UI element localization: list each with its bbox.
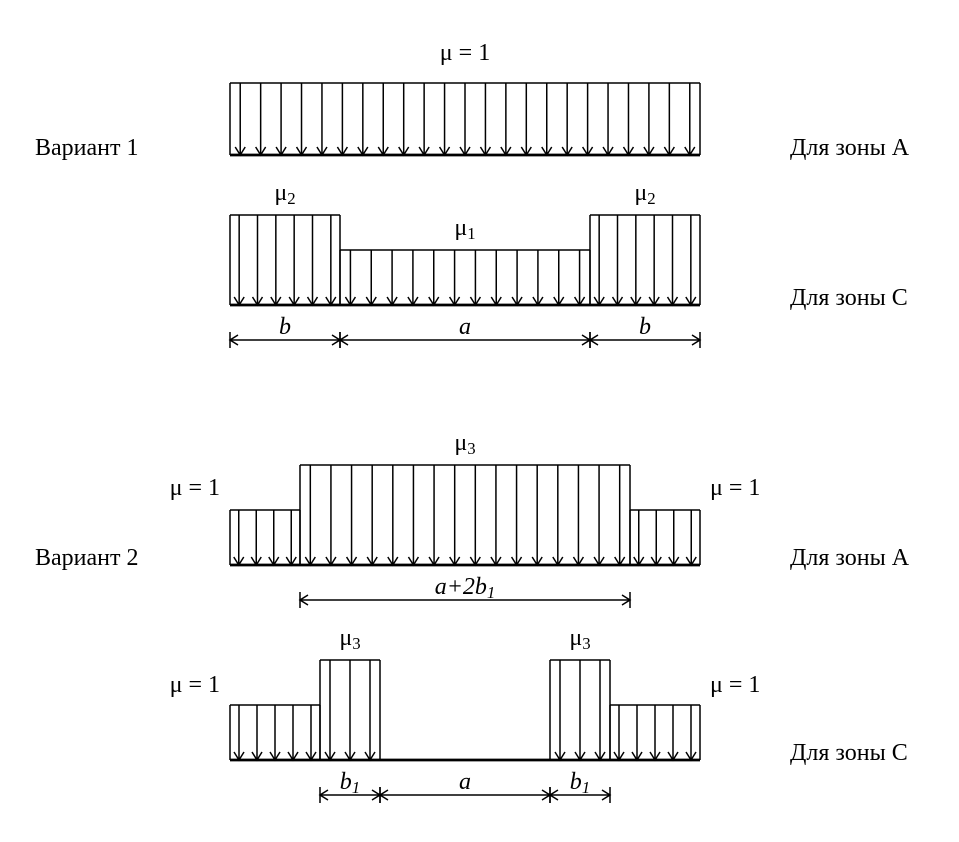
svg-text:Для зоны C: Для зоны C xyxy=(790,740,908,766)
svg-text:Для зоны A: Для зоны A xyxy=(790,545,910,571)
v2_zoneA: μ = 1 μ3 μ = 1 a+2b1 Для зоны A xyxy=(170,430,910,608)
svg-text:μ2: μ2 xyxy=(274,180,295,208)
v1_zoneA: μ = 1 Для зоны A xyxy=(230,40,910,161)
load-diagram-figure: μ = 1Для зоны Aμ2μ1μ2babДля зоны Cμ = 1μ… xyxy=(20,20,959,822)
svg-text:b: b xyxy=(639,314,651,340)
svg-text:Для зоны A: Для зоны A xyxy=(790,135,910,161)
svg-text:a: a xyxy=(459,769,471,795)
svg-text:b: b xyxy=(279,314,291,340)
diagram-svg: μ = 1Для зоны Aμ2μ1μ2babДля зоны Cμ = 1μ… xyxy=(20,20,959,822)
svg-text:μ3: μ3 xyxy=(339,625,360,653)
svg-text:b1: b1 xyxy=(570,769,590,797)
svg-text:b1: b1 xyxy=(340,769,360,797)
svg-text:Для зоны C: Для зоны C xyxy=(790,285,908,311)
svg-text:μ1: μ1 xyxy=(454,215,475,243)
svg-text:a: a xyxy=(459,314,471,340)
svg-text:Вариант 1: Вариант 1 xyxy=(35,135,139,161)
svg-text:a+2b1: a+2b1 xyxy=(435,574,496,602)
svg-text:μ = 1: μ = 1 xyxy=(170,475,220,501)
v2_zoneC: μ = 1 μ3 μ3 μ = 1 b1 a b1 Для зоны C xyxy=(170,625,908,803)
svg-text:Вариант 2: Вариант 2 xyxy=(35,545,139,571)
svg-text:μ2: μ2 xyxy=(634,180,655,208)
svg-text:μ3: μ3 xyxy=(454,430,475,458)
svg-text:μ = 1: μ = 1 xyxy=(170,672,220,698)
svg-text:μ = 1: μ = 1 xyxy=(710,672,760,698)
svg-text:μ3: μ3 xyxy=(569,625,590,653)
svg-text:μ = 1: μ = 1 xyxy=(710,475,760,501)
v1_zoneC: μ2 μ1 μ2 b a b Для зоны C xyxy=(230,180,908,348)
svg-text:μ = 1: μ = 1 xyxy=(440,40,490,66)
